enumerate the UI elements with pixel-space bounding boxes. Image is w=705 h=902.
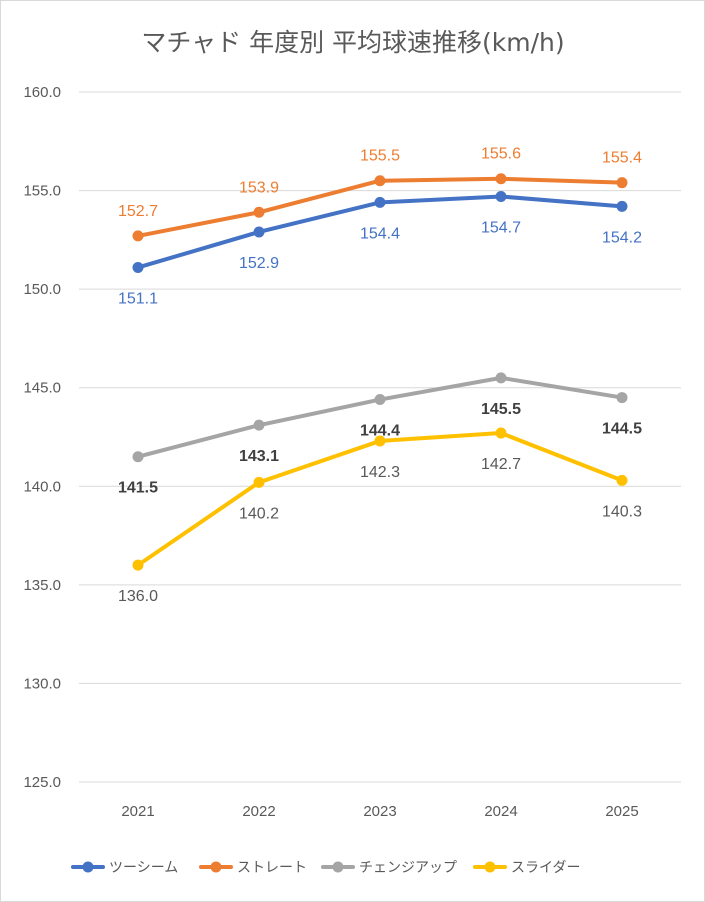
- data-point: [616, 200, 628, 212]
- data-label: 154.7: [481, 219, 521, 236]
- data-label: 155.6: [481, 146, 521, 163]
- data-point: [374, 435, 386, 447]
- data-label: 142.7: [481, 456, 521, 473]
- data-label: 153.9: [239, 179, 279, 196]
- data-point: [616, 474, 628, 486]
- legend-label: スライダー: [511, 860, 580, 876]
- data-point: [374, 196, 386, 208]
- data-point: [616, 392, 628, 404]
- data-point: [495, 427, 507, 439]
- series-group: [132, 173, 628, 571]
- data-label: 154.2: [602, 229, 642, 246]
- data-point: [132, 261, 144, 273]
- data-point: [132, 451, 144, 463]
- data-labels: 151.1 152.9 154.4 154.7 154.2 152.7 153.9 155.5…: [118, 146, 642, 605]
- y-tick-label: 160.0: [23, 84, 61, 101]
- data-label: 140.3: [602, 503, 642, 520]
- series-line: [136, 431, 624, 568]
- legend-marker: [82, 861, 94, 873]
- data-label: 144.4: [360, 423, 400, 440]
- data-point: [374, 175, 386, 187]
- chart-title: マチャド 年度別 平均球速推移(km/h): [141, 28, 564, 57]
- y-tick-label: 125.0: [23, 774, 61, 791]
- y-tick-label: 140.0: [23, 478, 61, 495]
- y-axis-ticks: 125.0 130.0 135.0 140.0 145.0 150.0 155.0 160.0: [23, 84, 61, 791]
- legend: ツーシーム ストレート チェンジアップ スライダー: [71, 860, 580, 876]
- legend-label: ツーシーム: [109, 860, 178, 876]
- data-point: [253, 476, 265, 488]
- x-tick-label: 2025: [605, 803, 638, 820]
- data-label: 152.7: [118, 203, 158, 220]
- legend-marker: [332, 861, 344, 873]
- data-point: [253, 206, 265, 218]
- x-tick-label: 2021: [121, 803, 154, 820]
- y-tick-label: 135.0: [23, 577, 61, 594]
- data-point: [132, 559, 144, 571]
- y-tick-label: 130.0: [23, 675, 61, 692]
- data-point: [132, 230, 144, 242]
- data-label: 155.5: [360, 148, 400, 165]
- data-point: [374, 394, 386, 406]
- data-label: 142.3: [360, 464, 400, 481]
- data-label: 136.0: [118, 588, 158, 605]
- legend-label: チェンジアップ: [359, 860, 457, 876]
- y-tick-label: 155.0: [23, 183, 61, 200]
- data-label: 152.9: [239, 255, 279, 272]
- x-axis-ticks: 2021 2022 2023 2024 2025: [121, 803, 638, 820]
- y-tick-label: 145.0: [23, 380, 61, 397]
- y-tick-label: 150.0: [23, 281, 61, 298]
- data-point: [253, 226, 265, 238]
- data-label: 154.4: [360, 225, 400, 242]
- data-label: 140.2: [239, 505, 279, 522]
- data-label: 145.5: [481, 401, 521, 418]
- data-label: 151.1: [118, 290, 158, 307]
- legend-marker: [484, 861, 496, 873]
- data-point: [495, 372, 507, 384]
- x-tick-label: 2023: [363, 803, 396, 820]
- legend-label: ストレート: [237, 860, 307, 876]
- x-tick-label: 2024: [484, 803, 517, 820]
- legend-marker: [210, 861, 222, 873]
- data-label: 141.5: [118, 480, 158, 497]
- data-label: 143.1: [239, 448, 279, 465]
- data-point: [616, 177, 628, 189]
- x-tick-label: 2022: [242, 803, 275, 820]
- grid-lines: [79, 91, 681, 783]
- data-point: [253, 419, 265, 431]
- data-label: 155.4: [602, 150, 642, 167]
- data-point: [495, 190, 507, 202]
- data-point: [495, 173, 507, 185]
- data-label: 144.5: [602, 421, 642, 438]
